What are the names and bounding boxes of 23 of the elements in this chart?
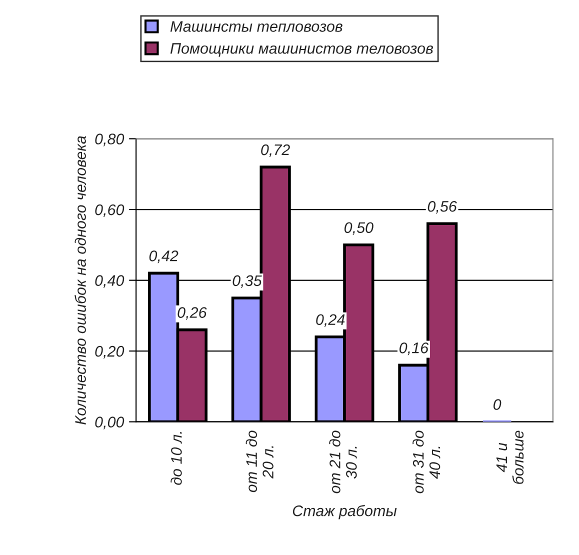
y-tick-label: 0,00: [95, 416, 124, 430]
data-label: 0,56: [428, 200, 457, 214]
data-label: 0,16: [400, 342, 429, 356]
x-tick-label: 41 и больше: [496, 430, 524, 484]
y-axis-title: Количество ошибок на одного человека: [74, 136, 86, 424]
data-label: 0,42: [149, 250, 178, 264]
data-label: 0: [494, 399, 502, 410]
y-tick-label: 0,60: [95, 204, 124, 218]
legend-label: Машинсты тепловозов: [170, 21, 342, 32]
data-label: 0,24: [316, 314, 345, 327]
data-label: 0,35: [232, 275, 262, 288]
x-tick-label: от 31 до 40 л.: [412, 430, 440, 494]
data-label: 0,26: [178, 307, 207, 320]
y-tick-label: 0,20: [95, 346, 124, 359]
x-tick-label: до 10 л.: [170, 432, 182, 485]
x-tick-label: от 21 до 30 л.: [329, 430, 357, 494]
data-label: 0,72: [261, 144, 290, 157]
data-label: 0,50: [344, 222, 374, 235]
x-axis-title: Стаж работы: [292, 504, 397, 520]
x-tick-label: от 11 до 20 л.: [246, 430, 274, 492]
y-tick-label: 0,80: [95, 134, 124, 146]
legend-label: Помощники машинистов теловозов: [170, 43, 434, 57]
y-tick-label: 0,40: [95, 275, 124, 288]
